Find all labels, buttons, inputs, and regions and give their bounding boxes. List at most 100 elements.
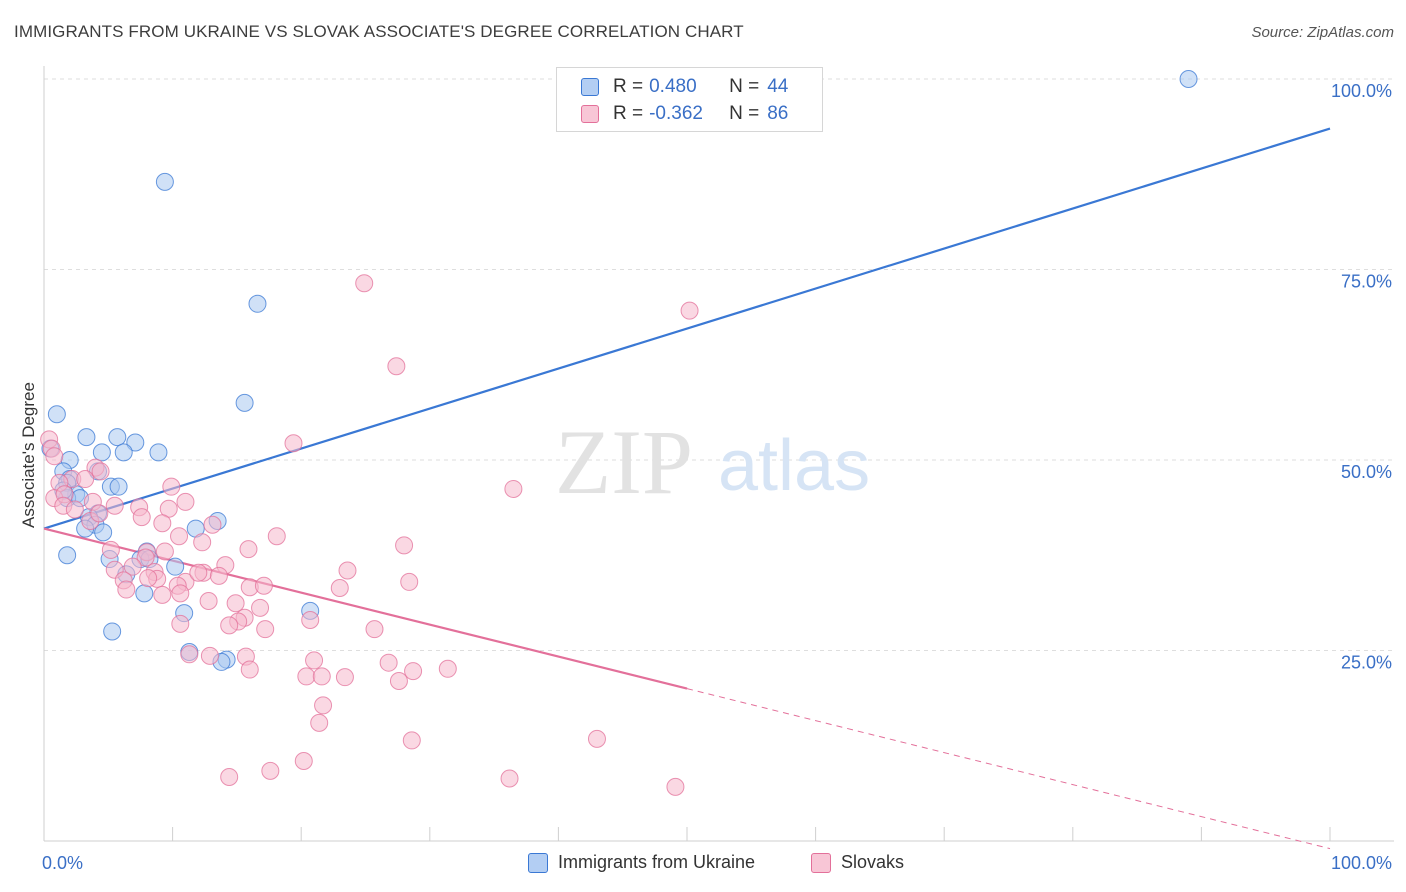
slovaks-point — [220, 616, 239, 635]
y-tick-label: 25.0% — [1341, 653, 1392, 673]
slovaks-point — [132, 508, 151, 527]
slovaks-trend-line — [686, 688, 1331, 850]
gridlines — [44, 78, 1394, 651]
ukraine-point — [1179, 70, 1198, 88]
bottom-legend-slovaks: Slovaks — [811, 852, 904, 873]
slovaks-point — [379, 653, 398, 672]
ukraine-point — [77, 428, 96, 447]
slovaks-swatch — [581, 105, 599, 123]
chart-title: IMMIGRANTS FROM UKRAINE VS SLOVAK ASSOCI… — [14, 22, 744, 41]
slovaks-point — [312, 667, 331, 686]
slovaks-point — [284, 434, 303, 453]
slovaks-point — [314, 696, 333, 715]
slovaks-point — [330, 579, 349, 598]
ukraine-point — [109, 477, 128, 496]
slovaks-point — [355, 274, 374, 293]
ukraine-point — [155, 172, 174, 191]
slovaks-n-value: 86 — [767, 103, 789, 124]
slovaks-point — [170, 527, 189, 546]
slovaks-point — [500, 769, 519, 788]
y-axis-label: Associate's Degree — [19, 382, 38, 528]
ukraine-point — [135, 584, 154, 603]
slovaks-point — [171, 584, 190, 603]
slovaks-point — [180, 645, 199, 664]
ukraine-point — [166, 557, 185, 576]
ukraine-r-label: R = — [613, 76, 644, 97]
bottom-ukraine-swatch — [528, 852, 548, 873]
slovaks-point — [189, 563, 208, 582]
slovaks-point — [240, 660, 259, 679]
ukraine-swatch — [581, 78, 599, 96]
slovaks-point — [162, 477, 181, 496]
slovaks-point — [203, 515, 222, 534]
slovaks-n-label: N = — [729, 103, 760, 124]
bottom-slovaks-label: Slovaks — [841, 852, 905, 872]
legend-row-slovaks: R = -0.362 N = 86 — [581, 101, 788, 127]
slovaks-point — [301, 611, 320, 630]
ukraine-point — [94, 523, 113, 542]
ukraine-n-label: N = — [729, 76, 760, 97]
slovaks-point — [226, 594, 245, 613]
slovaks-point — [209, 566, 228, 585]
data-points — [40, 70, 1198, 796]
slovaks-point — [101, 540, 120, 559]
y-tick-labels: 25.0% 50.0% 75.0% 100.0% — [1331, 81, 1392, 673]
watermark: ZIP atlas — [555, 411, 870, 513]
ukraine-point — [103, 622, 122, 641]
ukraine-point — [92, 443, 111, 462]
slovaks-point — [136, 548, 155, 567]
ukraine-point — [108, 428, 127, 447]
slovaks-point — [389, 671, 408, 690]
slovaks-point — [153, 585, 172, 604]
slovaks-point — [404, 662, 423, 681]
slovaks-point — [139, 569, 158, 588]
watermark-zip: ZIP — [555, 411, 693, 513]
ukraine-n-value: 44 — [767, 76, 789, 97]
ukraine-point — [235, 393, 254, 412]
slovaks-point — [76, 470, 95, 489]
slovaks-point — [438, 659, 457, 678]
ukraine-point — [248, 294, 267, 313]
slovaks-point — [200, 646, 219, 665]
y-tick-label: 100.0% — [1331, 81, 1392, 101]
watermark-atlas: atlas — [718, 426, 870, 506]
slovaks-point — [294, 751, 313, 770]
slovaks-point — [176, 492, 195, 511]
x-tick-label: 100.0% — [1331, 853, 1392, 873]
legend-row-ukraine: R = 0.480 N = 44 — [581, 74, 788, 100]
ukraine-point — [47, 405, 66, 424]
ukraine-trend-line — [43, 127, 1331, 530]
slovaks-point — [387, 357, 406, 376]
x-tick-labels: 0.0% 100.0% — [42, 853, 1392, 873]
slovaks-point — [65, 500, 84, 519]
slovaks-point — [193, 533, 212, 552]
slovaks-point — [666, 777, 685, 796]
slovaks-point — [395, 536, 414, 555]
slovaks-point — [587, 729, 606, 748]
slovaks-point — [261, 761, 280, 780]
slovaks-point — [335, 668, 354, 687]
slovaks-point — [310, 713, 329, 732]
slovaks-point — [239, 540, 258, 559]
slovaks-r-label: R = — [613, 103, 644, 124]
slovaks-point — [504, 479, 523, 498]
bottom-ukraine-label: Immigrants from Ukraine — [558, 852, 756, 872]
slovaks-point — [267, 527, 286, 546]
x-tick-label: 0.0% — [42, 853, 83, 873]
slovaks-point — [105, 496, 124, 515]
slovaks-point — [45, 447, 64, 466]
slovaks-point — [297, 667, 316, 686]
slovaks-point — [256, 620, 275, 639]
slovaks-point — [680, 301, 699, 320]
ukraine-point — [114, 443, 133, 462]
slovaks-point — [155, 542, 174, 561]
bottom-legend-ukraine: Immigrants from Ukraine — [528, 852, 755, 873]
slovaks-point — [117, 580, 136, 599]
slovaks-point — [402, 731, 421, 750]
slovaks-point — [338, 561, 357, 580]
slovaks-point — [199, 591, 218, 610]
correlation-legend: R = 0.480 N = 44 R = -0.362 N = 86 — [556, 67, 823, 132]
ukraine-point — [126, 433, 145, 452]
y-tick-label: 75.0% — [1341, 272, 1392, 292]
